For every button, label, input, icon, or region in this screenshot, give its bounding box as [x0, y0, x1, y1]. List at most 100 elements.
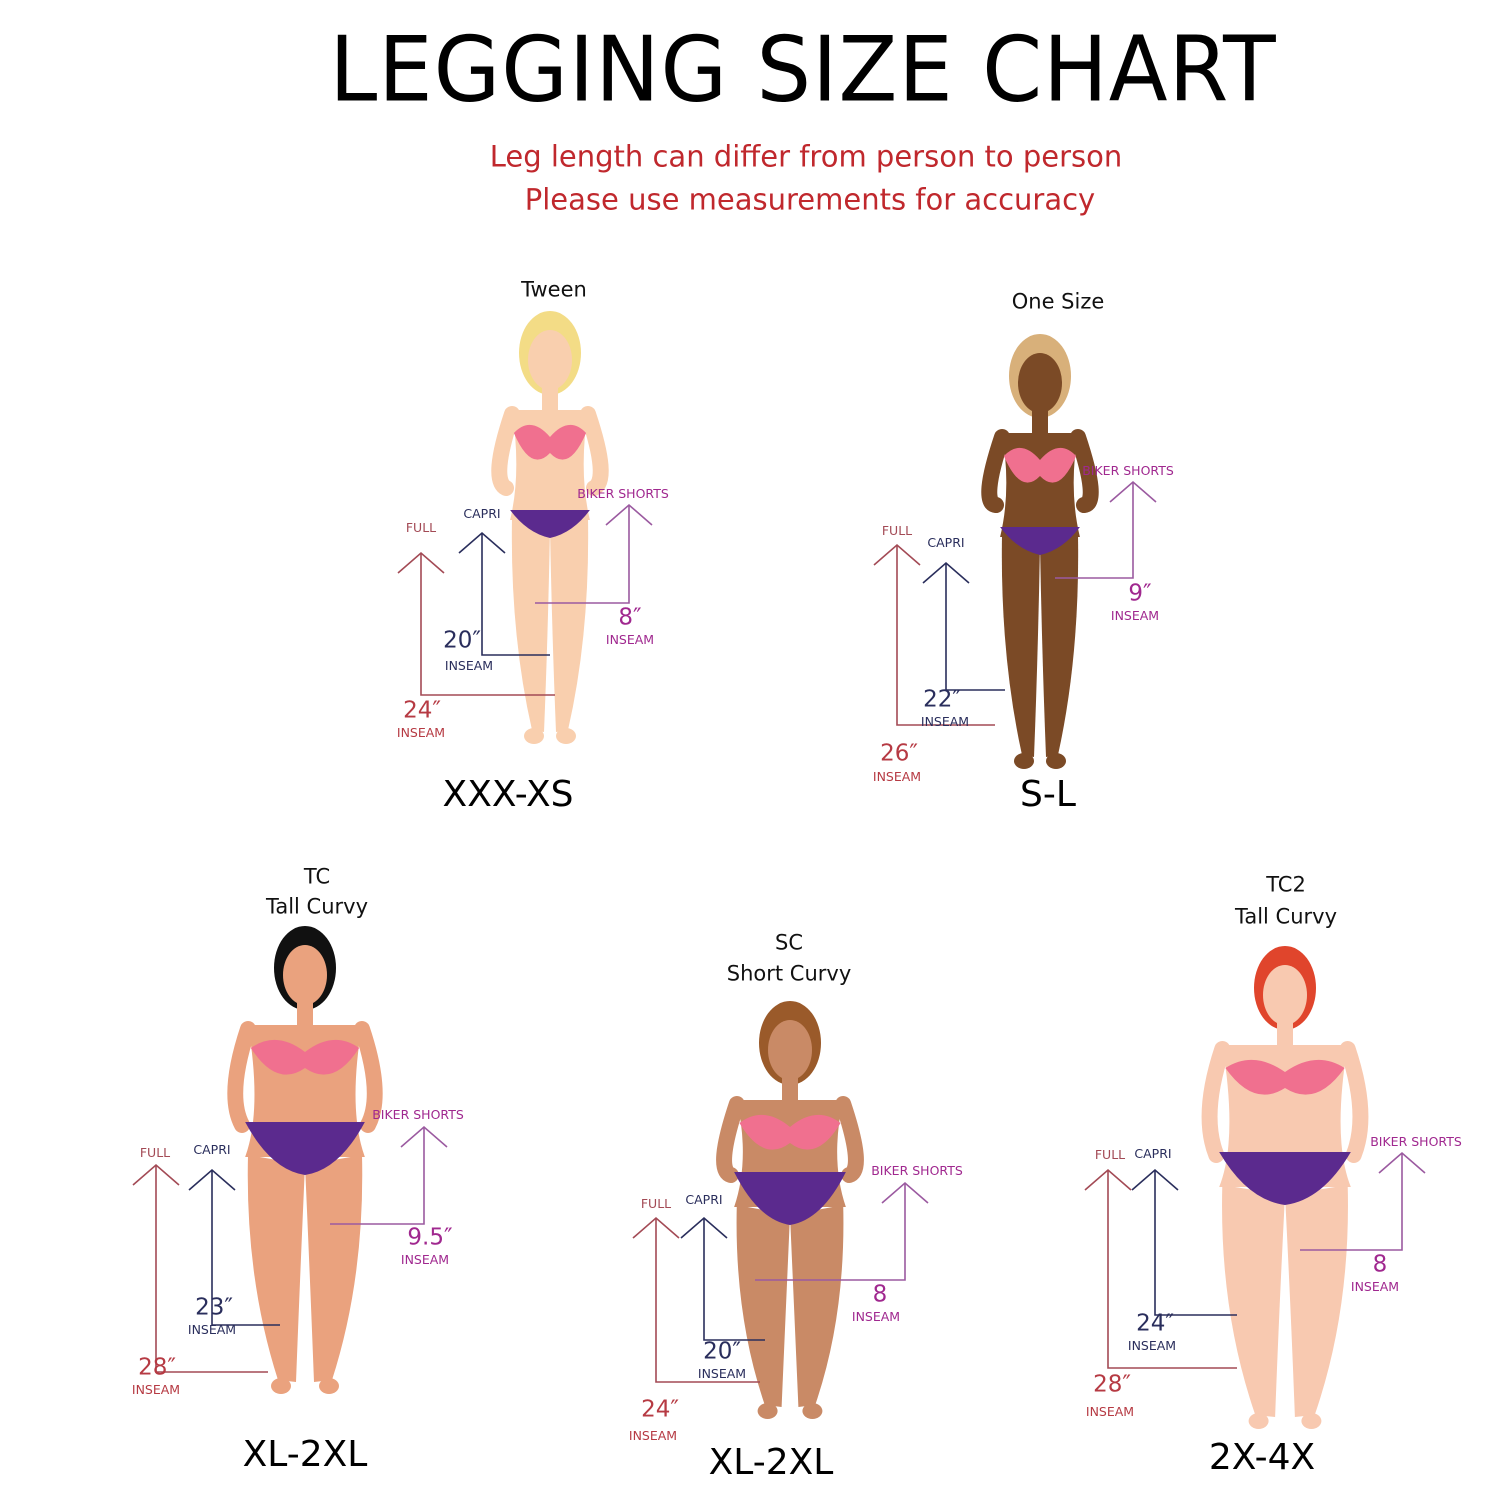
- full-arrow: [632, 1216, 760, 1383]
- inseam-label: INSEAM: [851, 1308, 901, 1324]
- face: [768, 1020, 812, 1080]
- figure-illustration: [1201, 946, 1369, 1429]
- full-inseam-value: 24″: [641, 1396, 679, 1423]
- arm: [491, 406, 520, 496]
- biker-inseam-value: 8″: [618, 604, 642, 631]
- foot: [1014, 753, 1034, 769]
- torso: [1000, 433, 1080, 537]
- foot: [524, 728, 544, 744]
- arm: [227, 1021, 256, 1133]
- left-leg: [736, 1205, 790, 1407]
- biker-label: BIKER SHORTS: [372, 1106, 464, 1122]
- biker-arrow: [535, 503, 653, 604]
- biker-arrow: [330, 1125, 448, 1225]
- capri-arrow: [188, 1168, 280, 1326]
- left-leg: [511, 518, 550, 732]
- full-inseam-value: 28″: [1093, 1371, 1131, 1398]
- right-leg: [790, 1205, 844, 1407]
- arm: [354, 1021, 383, 1133]
- face: [1263, 965, 1307, 1025]
- full-label: FULL: [139, 1144, 171, 1160]
- bra: [739, 1114, 841, 1150]
- right-leg: [1040, 535, 1079, 757]
- category-label: Tween: [521, 277, 587, 302]
- capri-inseam-value: 22″: [923, 686, 961, 713]
- category-label: Short Curvy: [726, 961, 852, 986]
- category-label: SC: [775, 930, 803, 955]
- capri-inseam-value: 24″: [1136, 1310, 1174, 1337]
- inseam-label: INSEAM: [1350, 1278, 1400, 1294]
- full-label: FULL: [405, 519, 437, 535]
- biker-inseam-value: 9″: [1128, 580, 1152, 607]
- inseam-label: INSEAM: [1110, 607, 1160, 623]
- inseam-label: INSEAM: [872, 768, 922, 784]
- chart-title: LEGGING SIZE CHART: [329, 17, 1277, 123]
- subtitle-line-2: Please use measurements for accuracy: [524, 182, 1096, 217]
- size-label: XL-2XL: [242, 1434, 368, 1475]
- arm: [1201, 1041, 1231, 1163]
- left-leg: [1222, 1185, 1285, 1417]
- face: [283, 945, 327, 1005]
- full-label: FULL: [640, 1195, 672, 1211]
- right-leg: [305, 1155, 363, 1382]
- capri-label: CAPRI: [463, 505, 501, 521]
- briefs: [1219, 1152, 1351, 1205]
- biker-inseam-value: 8: [1372, 1251, 1388, 1278]
- foot: [1301, 1413, 1322, 1429]
- neck: [1277, 1020, 1293, 1048]
- neck: [297, 1000, 313, 1028]
- inseam-label: INSEAM: [444, 657, 494, 673]
- foot: [1046, 753, 1066, 769]
- size-label: XXX-XS: [442, 774, 574, 815]
- category-label: TC: [303, 864, 331, 889]
- bra: [1003, 447, 1077, 483]
- capri-inseam-value: 20″: [703, 1338, 741, 1365]
- inseam-label: INSEAM: [187, 1321, 237, 1337]
- foot: [757, 1403, 778, 1419]
- inseam-label: INSEAM: [131, 1381, 181, 1397]
- arm: [1070, 429, 1099, 513]
- full-inseam-value: 26″: [880, 740, 918, 767]
- biker-label: BIKER SHORTS: [1082, 462, 1174, 478]
- capri-arrow: [1131, 1168, 1237, 1316]
- figure-illustration: [716, 1001, 864, 1419]
- biker-label: BIKER SHORTS: [871, 1162, 963, 1178]
- full-label: FULL: [1094, 1146, 1126, 1162]
- biker-inseam-value: 9.5″: [407, 1224, 453, 1251]
- inseam-label: INSEAM: [628, 1427, 678, 1443]
- foot: [1248, 1413, 1269, 1429]
- neck: [1032, 408, 1048, 436]
- subtitle-line-1: Leg length can differ from person to per…: [489, 139, 1123, 174]
- biker-arrow: [1055, 480, 1157, 579]
- biker-label: BIKER SHORTS: [1370, 1133, 1462, 1149]
- face: [1018, 353, 1062, 413]
- biker-label: BIKER SHORTS: [577, 485, 669, 501]
- bra: [1225, 1059, 1345, 1095]
- bra: [513, 424, 587, 460]
- inseam-label: INSEAM: [697, 1365, 747, 1381]
- full-inseam-value: 28″: [138, 1354, 176, 1381]
- figure-illustration: [227, 926, 383, 1394]
- right-leg: [550, 518, 589, 732]
- capri-label: CAPRI: [1134, 1145, 1172, 1161]
- briefs: [245, 1122, 365, 1175]
- foot: [802, 1403, 823, 1419]
- figure-illustration: [981, 334, 1099, 769]
- arm: [716, 1096, 745, 1183]
- biker-arrow: [755, 1181, 929, 1281]
- inseam-label: INSEAM: [1127, 1337, 1177, 1353]
- neck: [542, 385, 558, 413]
- bra: [250, 1039, 360, 1075]
- full-arrow: [397, 551, 555, 696]
- capri-arrow: [458, 531, 550, 656]
- inseam-label: INSEAM: [1085, 1403, 1135, 1419]
- inseam-label: INSEAM: [920, 713, 970, 729]
- capri-label: CAPRI: [927, 534, 965, 550]
- capri-label: CAPRI: [685, 1191, 723, 1207]
- full-arrow: [873, 543, 995, 726]
- briefs: [510, 510, 590, 538]
- arm: [1339, 1041, 1369, 1163]
- category-label: Tall Curvy: [265, 894, 369, 919]
